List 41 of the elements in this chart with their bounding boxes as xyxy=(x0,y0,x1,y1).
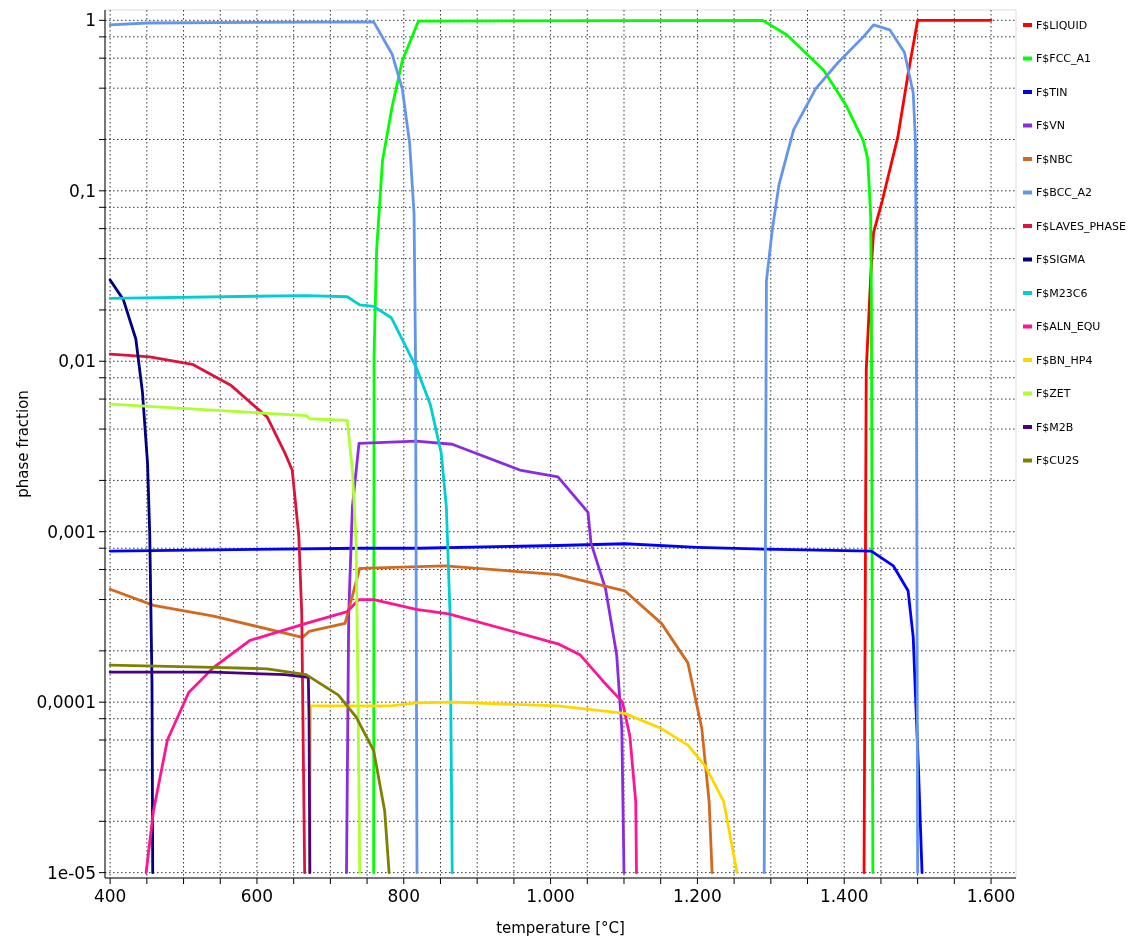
x-axis-title: temperature [°C] xyxy=(496,919,625,937)
y-tick-label: 1 xyxy=(85,10,96,31)
legend-label: F$BCC_A2 xyxy=(1036,186,1093,200)
legend-label: F$LAVES_PHASE xyxy=(1036,219,1126,233)
line-series xyxy=(345,439,626,875)
line-series xyxy=(108,670,312,875)
x-tick-label: 600 xyxy=(240,886,274,906)
legend-label: F$M23C6 xyxy=(1036,286,1088,300)
x-tick-label: 1.000 xyxy=(526,886,575,906)
y-axis-title: phase fraction xyxy=(14,390,32,498)
y-tick-label: 0,001 xyxy=(47,521,96,542)
line-series xyxy=(144,598,638,875)
x-tick-label: 400 xyxy=(93,886,127,906)
x-tick-label: 1.200 xyxy=(673,886,722,906)
legend-label: F$LIQUID xyxy=(1036,18,1088,32)
legend-label: F$TIN xyxy=(1036,85,1068,99)
line-series xyxy=(108,352,307,875)
line-series xyxy=(108,564,714,875)
y-tick-label: 0,1 xyxy=(68,180,96,201)
legend-label: F$CU2S xyxy=(1036,454,1080,468)
x-tick-label: 1.600 xyxy=(966,886,1016,906)
x-tick-label: 1.400 xyxy=(819,886,869,906)
line-series xyxy=(108,542,924,875)
legend-label: F$ALN_EQU xyxy=(1036,320,1101,334)
line-series xyxy=(108,402,362,875)
legend-label: F$VN xyxy=(1036,119,1066,133)
legend-label: F$SIGMA xyxy=(1036,253,1086,267)
line-series xyxy=(862,18,993,875)
y-tick-label: 1e-05 xyxy=(46,862,96,883)
line-series xyxy=(108,294,454,875)
y-tick-label: 0,0001 xyxy=(36,692,96,713)
legend-label: F$BN_HP4 xyxy=(1036,353,1093,367)
y-tick-label: 0,01 xyxy=(58,351,96,372)
legend-label: F$NBC xyxy=(1036,152,1073,166)
legend-label: F$ZET xyxy=(1036,387,1071,401)
legend-label: F$FCC_A1 xyxy=(1036,52,1092,66)
line-series xyxy=(108,663,391,875)
legend-label: F$M2B xyxy=(1036,420,1074,434)
line-series xyxy=(108,278,155,875)
line-series xyxy=(372,18,875,875)
x-tick-label: 800 xyxy=(387,886,420,906)
